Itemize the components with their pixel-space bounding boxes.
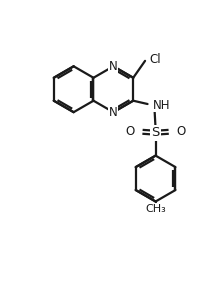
Text: CH₃: CH₃	[145, 204, 166, 214]
Text: NH: NH	[153, 99, 170, 112]
Text: O: O	[176, 125, 185, 138]
Text: N: N	[109, 106, 118, 119]
Text: S: S	[151, 126, 160, 139]
Text: N: N	[109, 60, 118, 73]
Text: O: O	[126, 125, 135, 138]
Text: Cl: Cl	[149, 53, 161, 66]
